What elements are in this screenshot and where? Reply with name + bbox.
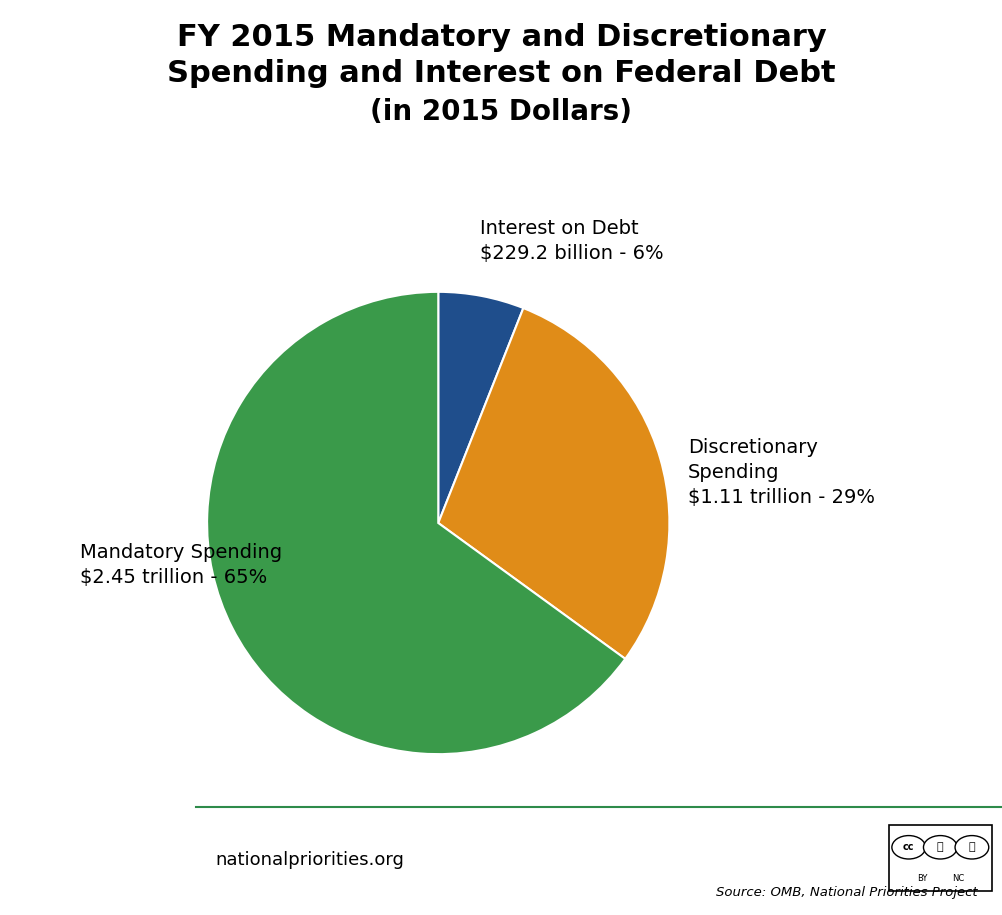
Text: cc: cc [902,843,914,852]
Text: FY 2015 Mandatory and Discretionary: FY 2015 Mandatory and Discretionary [176,23,826,52]
Text: BY: BY [916,874,927,883]
Text: (in 2015 Dollars): (in 2015 Dollars) [370,98,632,126]
Wedge shape [206,292,624,754]
Circle shape [923,835,956,859]
Text: Spending and Interest on Federal Debt: Spending and Interest on Federal Debt [167,59,835,89]
Circle shape [891,835,925,859]
Text: nationalpriorities.org: nationalpriorities.org [215,851,404,869]
FancyBboxPatch shape [888,825,991,891]
Wedge shape [438,308,668,659]
Text: Discretionary
Spending
$1.11 trillion - 29%: Discretionary Spending $1.11 trillion - … [687,437,874,507]
Text: Mandatory Spending
$2.45 trillion - 65%: Mandatory Spending $2.45 trillion - 65% [80,543,282,587]
Text: Ⓜ: Ⓜ [936,843,943,852]
Text: NC: NC [951,874,963,883]
Wedge shape [438,292,523,523]
Text: PROJECT: PROJECT [71,884,122,894]
Text: Source: OMB, National Priorities Project: Source: OMB, National Priorities Project [715,886,977,899]
Text: Interest on Debt
$229.2 billion - 6%: Interest on Debt $229.2 billion - 6% [479,219,663,263]
Circle shape [954,835,988,859]
Text: PRIORITIES: PRIORITIES [35,849,158,868]
Text: NATIONAL: NATIONAL [67,825,126,835]
Text: Ⓘ: Ⓘ [968,843,974,852]
